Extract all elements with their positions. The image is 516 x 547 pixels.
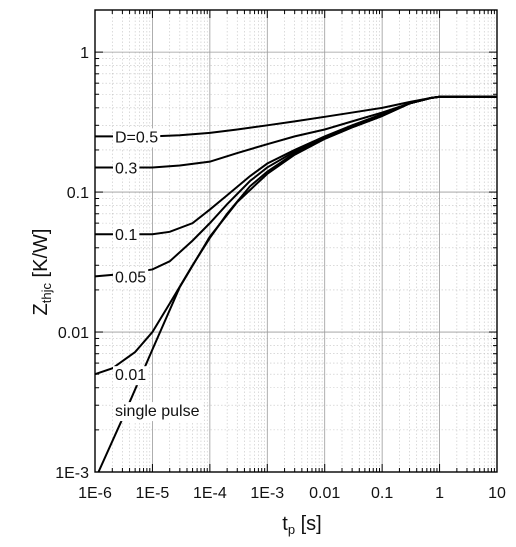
series-label-1: 0.3	[115, 160, 137, 177]
y-tick-label: 1E-3	[55, 465, 89, 482]
x-tick-label: 1E-4	[193, 485, 227, 502]
series-labels: D=0.5 0.3 0.1 0.05 0.01 single pulse	[113, 128, 202, 422]
x-tick-label: 1E-6	[78, 485, 112, 502]
ticks: 1E-6 1E-5 1E-4 1E-3 0.01 0.1 1 10 1E-3 0.01 0.1 1	[55, 10, 506, 502]
series-label-5: single pulse	[115, 403, 200, 420]
y-tick-label: 0.01	[58, 325, 89, 342]
series-label-0: D=0.5	[115, 129, 158, 146]
x-tick-label: 1E-3	[250, 485, 284, 502]
x-tick-label: 1E-5	[136, 485, 170, 502]
x-tick-label: 1	[435, 485, 444, 502]
series-label-background	[113, 128, 161, 148]
series-label-2: 0.1	[115, 227, 137, 244]
series-label-background	[113, 366, 149, 386]
series-label-background	[113, 402, 202, 422]
y-axis-title: Zthjc [K/W]	[30, 229, 54, 316]
plot-frame	[94, 9, 498, 473]
grid	[94, 10, 498, 473]
series-line-5	[97, 95, 497, 473]
series-label-4: 0.01	[115, 367, 146, 384]
x-axis-title: tp [s]	[282, 513, 321, 537]
y-tick-label: 1	[80, 45, 89, 62]
x-tick-label: 0.1	[371, 485, 393, 502]
y-tick-label: 0.1	[67, 185, 89, 202]
curves	[94, 95, 497, 473]
series-label-background	[113, 226, 140, 246]
x-tick-label: 0.01	[309, 485, 340, 502]
series-label-background	[113, 159, 140, 179]
series-label-3: 0.05	[115, 269, 146, 286]
series-label-background	[113, 268, 149, 288]
x-tick-label: 10	[488, 485, 506, 502]
